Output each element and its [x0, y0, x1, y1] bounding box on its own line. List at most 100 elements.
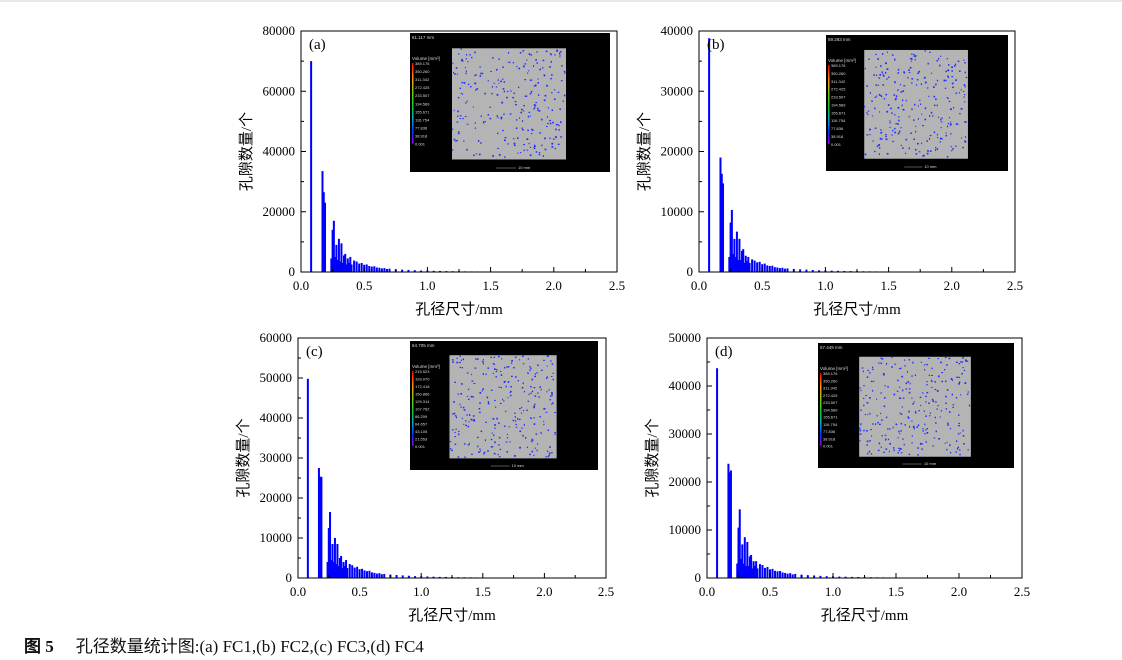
pore-dot — [951, 76, 954, 78]
pore-dot — [968, 404, 971, 407]
pore-dot — [519, 418, 521, 421]
pore-dot — [957, 433, 960, 435]
pore-dot — [912, 403, 915, 405]
pore-dot — [864, 414, 867, 416]
pore-dot — [477, 140, 480, 142]
pore-dot — [947, 97, 949, 99]
bar — [370, 572, 373, 578]
pore-dot — [903, 443, 905, 446]
pore-dot — [925, 401, 927, 403]
pore-dot — [451, 429, 454, 431]
pore-dot — [538, 94, 540, 96]
pore-dot — [936, 137, 939, 139]
pore-dot — [502, 398, 504, 401]
pore-dot — [479, 411, 481, 414]
pore-dot — [935, 422, 937, 424]
pore-dot — [897, 72, 900, 74]
pore-dot — [487, 402, 490, 405]
pore-dot — [557, 91, 560, 94]
pore-dot — [859, 433, 862, 435]
pore-dot — [509, 390, 512, 393]
pore-dot — [885, 362, 888, 365]
pore-dot — [965, 76, 968, 79]
pore-dot — [938, 438, 941, 440]
pore-dot — [867, 414, 869, 416]
pore-dot — [468, 421, 470, 423]
x-tick-label: 1.5 — [482, 278, 498, 293]
bar — [401, 269, 404, 272]
pore-dot — [903, 85, 906, 87]
legend-value: 77.836 — [415, 125, 428, 130]
pore-dot — [963, 96, 965, 98]
pore-dot — [898, 430, 900, 433]
pore-dot — [542, 155, 544, 157]
pore-dot — [867, 369, 869, 372]
pore-dot — [480, 72, 482, 75]
legend-value: 0.001 — [831, 142, 842, 147]
pore-dot — [939, 141, 941, 143]
pore-dot — [459, 87, 461, 90]
pore-dot — [520, 407, 523, 409]
pore-dot — [471, 380, 474, 382]
pore-dot — [899, 130, 901, 133]
pore-dot — [455, 140, 457, 142]
inset-header: 59.283 mm — [828, 37, 851, 42]
scale-label: 10 mm — [924, 164, 937, 169]
pore-dot — [504, 139, 506, 142]
pore-dot — [507, 143, 509, 145]
pore-dot — [882, 84, 884, 86]
y-tick-label: 80000 — [263, 23, 296, 38]
pore-dot — [471, 56, 473, 59]
pore-dot — [922, 392, 924, 394]
pore-dot — [915, 125, 917, 128]
pore-dot — [958, 92, 960, 94]
figure-caption: 图 5 孔径数量统计图:(a) FC1,(b) FC2,(c) FC3,(d) F… — [24, 632, 424, 657]
pore-dot — [962, 146, 964, 149]
bar — [375, 573, 378, 578]
pore-dot — [898, 449, 901, 452]
pore-dot — [456, 121, 459, 123]
pore-dot — [484, 120, 486, 123]
bar — [329, 512, 332, 578]
pore-dot — [901, 375, 904, 378]
pore-dot — [490, 389, 493, 391]
pore-dot — [911, 397, 913, 399]
pore-dot — [510, 385, 512, 388]
pore-dot — [955, 397, 958, 399]
bar — [340, 243, 343, 272]
bar — [336, 544, 339, 578]
pore-dot — [552, 372, 554, 374]
pore-dot — [963, 369, 966, 372]
pore-dot — [934, 416, 936, 419]
pore-dot — [522, 129, 524, 131]
pore-dot — [482, 373, 484, 375]
pore-dot — [860, 409, 862, 411]
pore-dot — [885, 62, 887, 65]
pore-dot — [911, 435, 913, 437]
y-axis-label: 孔隙数量/个 — [644, 418, 661, 497]
pore-dot — [863, 404, 865, 407]
pore-dot — [922, 428, 924, 430]
bar — [784, 572, 787, 578]
pore-dot — [478, 451, 480, 453]
y-tick-label: 40000 — [661, 23, 694, 38]
pore-dot — [859, 429, 862, 432]
legend-title: Volume [mm³] — [820, 366, 848, 371]
pore-dot — [522, 434, 524, 437]
pore-dot — [463, 82, 466, 84]
pore-dot — [552, 121, 554, 124]
pore-dot — [908, 115, 910, 118]
pore-dot — [515, 103, 517, 106]
pore-dot — [952, 404, 955, 406]
pore-dot — [962, 90, 965, 93]
pore-dot — [876, 95, 878, 97]
pore-dot — [950, 121, 952, 123]
pore-dot — [879, 137, 882, 140]
pore-dot — [860, 389, 862, 392]
bar — [745, 566, 748, 578]
bar — [774, 570, 777, 578]
pore-dot — [947, 422, 949, 424]
pore-dot — [560, 121, 562, 124]
bar — [811, 270, 814, 272]
bar — [407, 269, 410, 272]
